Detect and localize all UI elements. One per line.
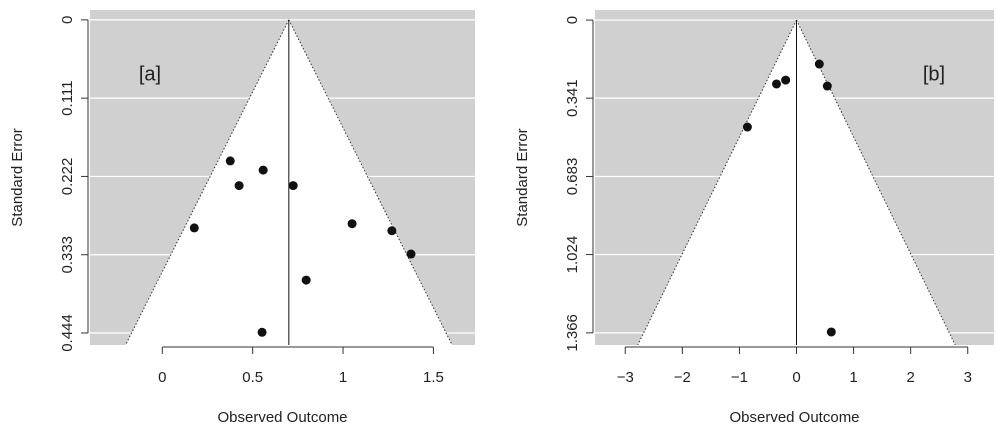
annotation: [a] bbox=[139, 63, 161, 85]
data-point bbox=[257, 327, 267, 337]
data-point bbox=[288, 181, 298, 191]
data-point bbox=[258, 165, 268, 175]
y-tick-label: 0 bbox=[59, 16, 76, 24]
x-tick-label: 1 bbox=[849, 369, 857, 386]
data-point bbox=[225, 156, 235, 166]
y-tick-label: 0 bbox=[564, 16, 581, 24]
data-point bbox=[406, 249, 416, 259]
funnel-edge bbox=[796, 19, 956, 345]
x-tick-label: 3 bbox=[964, 369, 972, 386]
x-tick-label: 0.5 bbox=[242, 369, 263, 386]
x-tick-label: −2 bbox=[674, 369, 691, 386]
data-point bbox=[387, 226, 397, 236]
data-point bbox=[814, 59, 824, 69]
plot-area bbox=[90, 19, 475, 345]
funnel-edge bbox=[125, 19, 290, 345]
y-tick-label: 0.444 bbox=[59, 314, 76, 352]
x-tick-label: −1 bbox=[731, 369, 748, 386]
x-axis-title: Observed Outcome bbox=[729, 409, 859, 426]
plot-area bbox=[595, 19, 994, 345]
y-tick-label: 0.222 bbox=[59, 158, 76, 196]
data-point bbox=[301, 275, 311, 285]
x-axis-title: Observed Outcome bbox=[217, 409, 347, 426]
x-tick-label: 0 bbox=[792, 369, 800, 386]
data-point bbox=[822, 81, 832, 91]
y-tick-label: 1.366 bbox=[564, 314, 581, 352]
data-point bbox=[772, 79, 782, 89]
y-tick-label: 0.111 bbox=[59, 81, 76, 116]
y-axis-title: Standard Error bbox=[9, 128, 26, 226]
x-tick-label: 1.5 bbox=[423, 369, 444, 386]
data-point bbox=[189, 223, 199, 233]
funnel-edge bbox=[288, 19, 453, 345]
data-point bbox=[781, 75, 791, 85]
data-point bbox=[826, 327, 836, 337]
data-point bbox=[347, 219, 357, 229]
x-tick-label: 0 bbox=[158, 369, 166, 386]
y-tick-label: 0.341 bbox=[564, 79, 581, 117]
annotation: [b] bbox=[923, 63, 945, 85]
y-tick-label: 0.683 bbox=[564, 158, 581, 196]
x-tick-label: 1 bbox=[339, 369, 347, 386]
y-axis-title: Standard Error bbox=[514, 128, 531, 226]
y-tick-label: 0.333 bbox=[59, 236, 76, 274]
x-tick-label: −3 bbox=[617, 369, 634, 386]
funnel-edge bbox=[637, 19, 797, 345]
y-tick-label: 1.024 bbox=[564, 236, 581, 274]
data-point bbox=[234, 181, 244, 191]
x-tick-label: 2 bbox=[906, 369, 914, 386]
data-point bbox=[742, 122, 752, 132]
